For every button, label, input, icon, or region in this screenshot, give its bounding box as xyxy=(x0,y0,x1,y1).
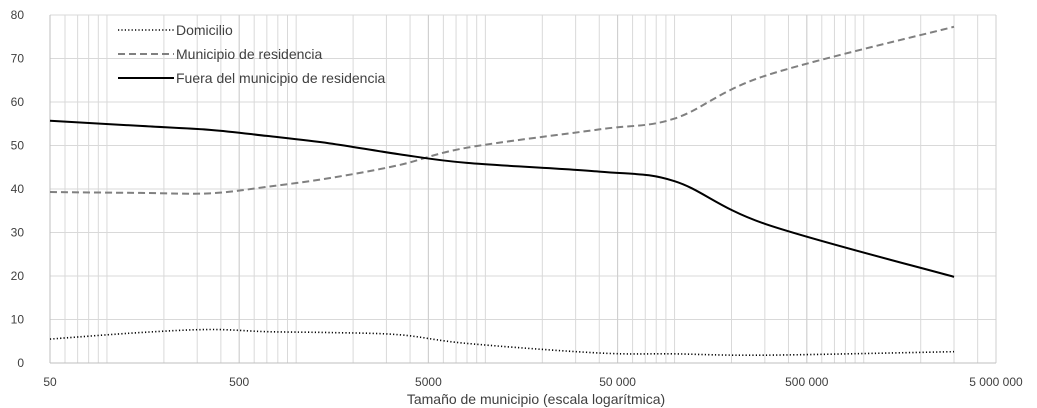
y-tick-label: 50 xyxy=(11,139,25,153)
y-tick-label: 30 xyxy=(11,226,25,240)
series-line-2 xyxy=(49,25,955,195)
legend-label: Municipio de residencia xyxy=(176,46,323,62)
x-tick-label: 500 000 xyxy=(785,375,829,389)
y-tick-label: 60 xyxy=(11,95,25,109)
x-axis-title: Tamaño de municipio (escala logarítmica) xyxy=(407,391,665,407)
series-lines xyxy=(49,25,955,357)
grid-lines xyxy=(49,14,997,363)
x-tick-label: 5000 xyxy=(415,375,442,389)
legend: Domicilio Municipio de residencia Fuera de… xyxy=(118,22,386,86)
legend-label: Domicilio xyxy=(176,22,233,38)
x-axis-tick-labels: 50 500 5000 50 000 500 000 5 000 000 xyxy=(43,375,1023,389)
x-tick-label: 50 000 xyxy=(599,375,636,389)
series-line-1 xyxy=(49,328,955,357)
y-tick-label: 70 xyxy=(11,52,25,66)
y-tick-label: 20 xyxy=(11,269,25,283)
axes xyxy=(49,15,996,364)
x-tick-label: 500 xyxy=(229,375,249,389)
y-tick-label: 10 xyxy=(11,313,25,327)
x-tick-label: 5 000 000 xyxy=(969,375,1023,389)
series-line-3 xyxy=(49,119,955,278)
x-tick-label: 50 xyxy=(43,375,57,389)
y-tick-label: 0 xyxy=(17,356,24,370)
y-axis-tick-labels: 0 10 20 30 40 50 60 70 80 xyxy=(11,8,25,370)
legend-label: Fuera del municipio de residencia xyxy=(176,70,386,86)
y-tick-label: 80 xyxy=(11,8,25,22)
y-tick-label: 40 xyxy=(11,182,25,196)
